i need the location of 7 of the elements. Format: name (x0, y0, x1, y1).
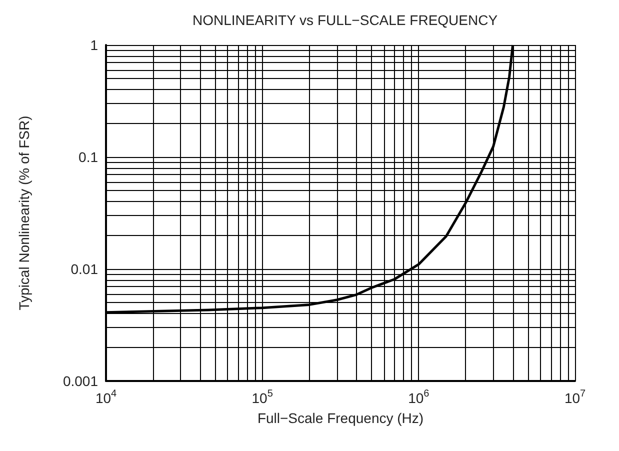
chart-title: NONLINEARITY vs FULL−SCALE FREQUENCY (192, 12, 498, 28)
y-tick-label: 0.01 (70, 261, 98, 277)
y-tick-label: 0.001 (62, 373, 98, 389)
y-axis-title: Typical Nonlinearity (% of FSR) (16, 116, 32, 310)
y-tick-label: 0.1 (78, 149, 98, 165)
x-axis-title: Full−Scale Frequency (Hz) (257, 410, 424, 426)
y-tick-label: 1 (90, 37, 98, 53)
